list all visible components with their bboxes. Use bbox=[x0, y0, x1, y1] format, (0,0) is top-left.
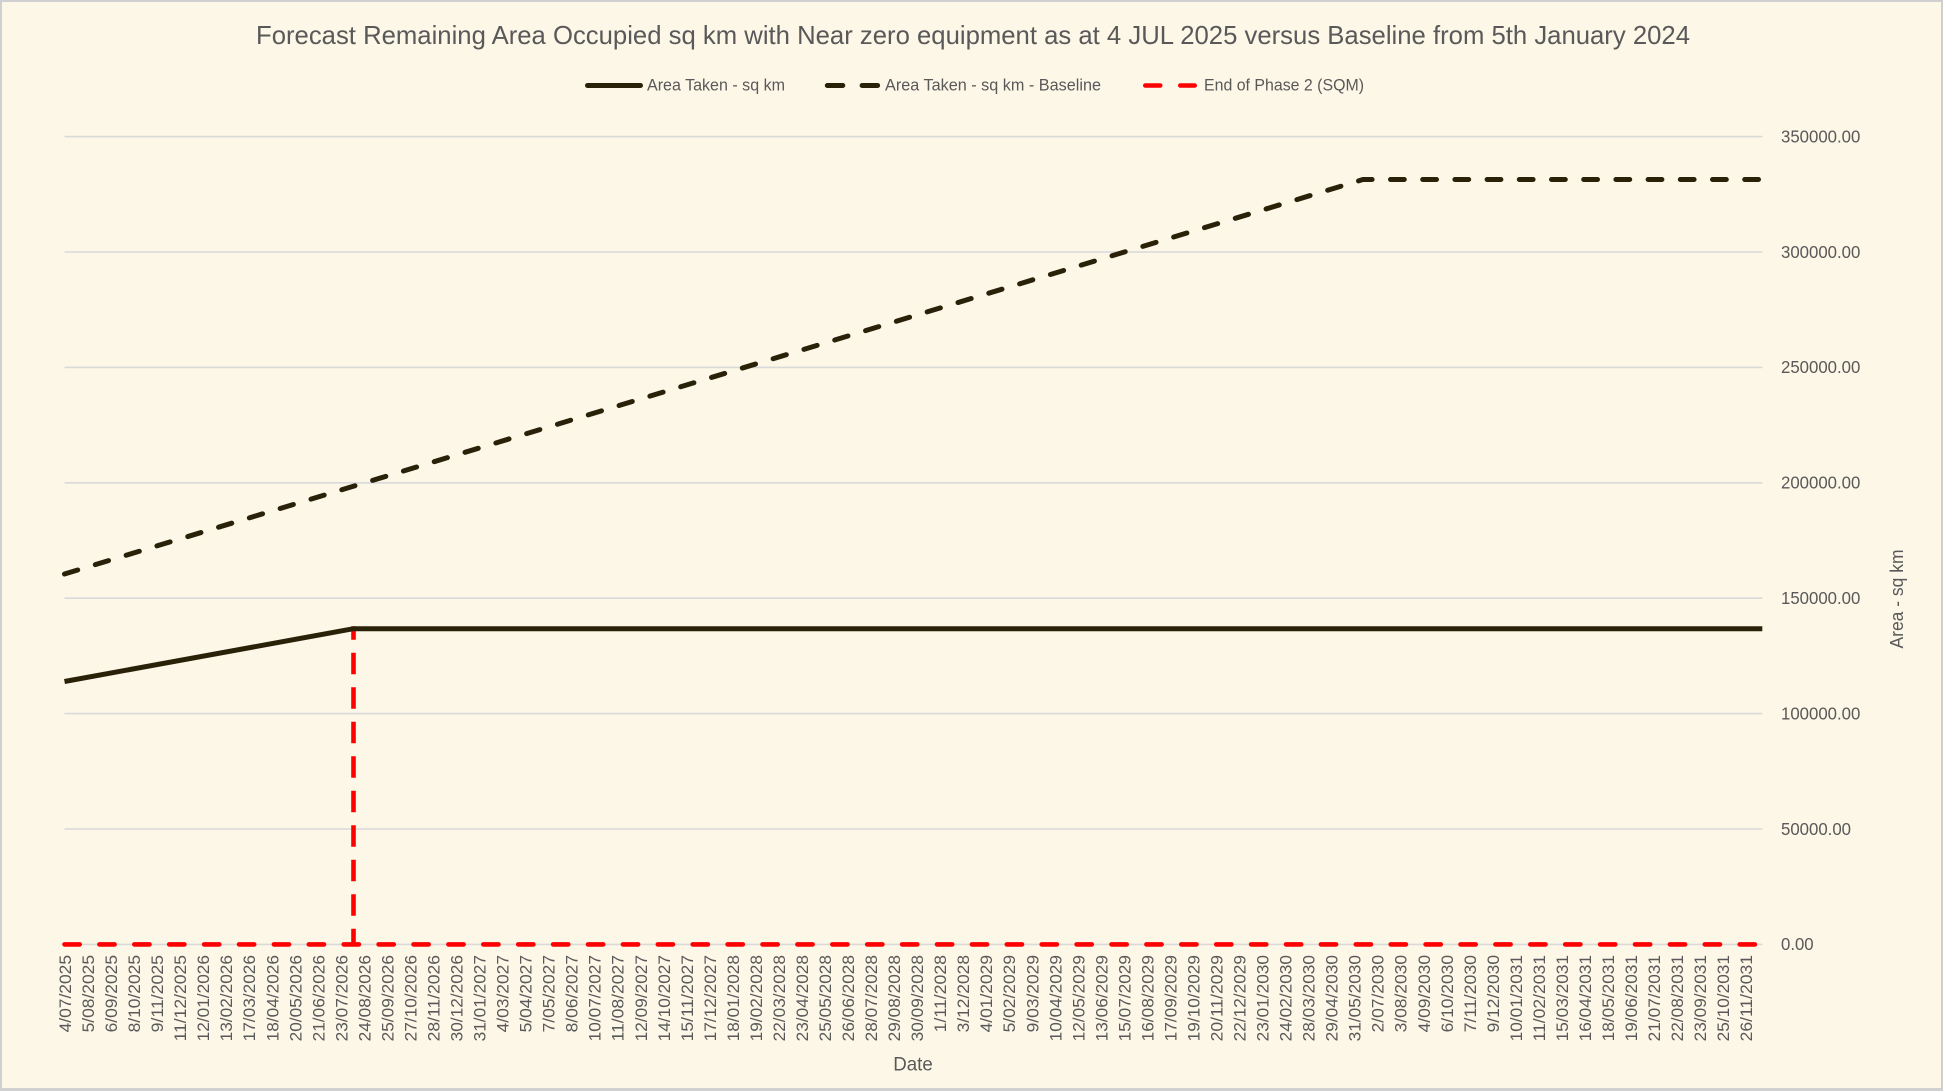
svg-text:13/02/2026: 13/02/2026 bbox=[217, 955, 236, 1041]
svg-text:28/03/2030: 28/03/2030 bbox=[1300, 955, 1319, 1041]
svg-text:14/10/2027: 14/10/2027 bbox=[655, 955, 674, 1041]
svg-text:8/10/2025: 8/10/2025 bbox=[125, 955, 144, 1032]
svg-text:22/03/2028: 22/03/2028 bbox=[770, 955, 789, 1041]
svg-text:23/01/2030: 23/01/2030 bbox=[1254, 955, 1273, 1041]
svg-text:25/10/2031: 25/10/2031 bbox=[1714, 955, 1733, 1041]
svg-text:200000.00: 200000.00 bbox=[1781, 473, 1861, 493]
svg-text:8/06/2027: 8/06/2027 bbox=[563, 955, 582, 1032]
svg-text:0.00: 0.00 bbox=[1781, 934, 1814, 954]
svg-text:27/10/2026: 27/10/2026 bbox=[402, 955, 421, 1041]
svg-text:26/06/2028: 26/06/2028 bbox=[839, 955, 858, 1041]
svg-text:3/08/2030: 3/08/2030 bbox=[1392, 955, 1411, 1032]
svg-text:9/12/2030: 9/12/2030 bbox=[1484, 955, 1503, 1032]
svg-text:12/01/2026: 12/01/2026 bbox=[194, 955, 213, 1041]
svg-text:19/06/2031: 19/06/2031 bbox=[1622, 955, 1641, 1041]
svg-text:25/05/2028: 25/05/2028 bbox=[816, 955, 835, 1041]
svg-text:30/12/2026: 30/12/2026 bbox=[448, 955, 467, 1041]
svg-text:9/03/2029: 9/03/2029 bbox=[1023, 955, 1042, 1032]
svg-text:Date: Date bbox=[893, 1053, 933, 1075]
svg-text:19/02/2028: 19/02/2028 bbox=[747, 955, 766, 1041]
svg-text:150000.00: 150000.00 bbox=[1781, 588, 1861, 608]
svg-text:2/07/2030: 2/07/2030 bbox=[1369, 955, 1388, 1032]
svg-text:4/09/2030: 4/09/2030 bbox=[1415, 955, 1434, 1032]
svg-text:Area Taken - sq km: Area Taken - sq km bbox=[647, 77, 785, 95]
svg-text:End of Phase 2 (SQM): End of Phase 2 (SQM) bbox=[1204, 77, 1364, 95]
svg-text:31/01/2027: 31/01/2027 bbox=[471, 955, 490, 1041]
svg-text:4/07/2025: 4/07/2025 bbox=[56, 955, 75, 1032]
svg-text:18/04/2026: 18/04/2026 bbox=[263, 955, 282, 1041]
svg-text:11/02/2031: 11/02/2031 bbox=[1530, 955, 1549, 1041]
svg-text:16/04/2031: 16/04/2031 bbox=[1576, 955, 1595, 1041]
svg-text:15/03/2031: 15/03/2031 bbox=[1553, 955, 1572, 1041]
svg-text:5/04/2027: 5/04/2027 bbox=[517, 955, 536, 1032]
svg-text:Forecast Remaining Area Occupi: Forecast Remaining Area Occupied sq km w… bbox=[256, 20, 1690, 50]
svg-text:12/09/2027: 12/09/2027 bbox=[632, 955, 651, 1041]
svg-text:22/12/2029: 22/12/2029 bbox=[1231, 955, 1250, 1041]
svg-text:17/03/2026: 17/03/2026 bbox=[240, 955, 259, 1041]
svg-text:30/09/2028: 30/09/2028 bbox=[908, 955, 927, 1041]
svg-text:250000.00: 250000.00 bbox=[1781, 357, 1861, 377]
svg-text:9/11/2025: 9/11/2025 bbox=[148, 955, 167, 1032]
svg-text:19/10/2029: 19/10/2029 bbox=[1185, 955, 1204, 1041]
svg-text:3/12/2028: 3/12/2028 bbox=[954, 955, 973, 1032]
svg-text:13/06/2029: 13/06/2029 bbox=[1092, 955, 1111, 1041]
svg-text:15/11/2027: 15/11/2027 bbox=[678, 955, 697, 1041]
svg-text:11/08/2027: 11/08/2027 bbox=[609, 955, 628, 1041]
svg-text:7/05/2027: 7/05/2027 bbox=[540, 955, 559, 1032]
svg-text:5/02/2029: 5/02/2029 bbox=[1000, 955, 1019, 1032]
svg-text:50000.00: 50000.00 bbox=[1781, 819, 1851, 839]
svg-text:16/08/2029: 16/08/2029 bbox=[1138, 955, 1157, 1041]
svg-text:15/07/2029: 15/07/2029 bbox=[1115, 955, 1134, 1041]
svg-text:22/08/2031: 22/08/2031 bbox=[1668, 955, 1687, 1041]
svg-text:29/08/2028: 29/08/2028 bbox=[885, 955, 904, 1041]
svg-text:4/01/2029: 4/01/2029 bbox=[977, 955, 996, 1032]
svg-text:7/11/2030: 7/11/2030 bbox=[1461, 955, 1480, 1032]
svg-text:17/12/2027: 17/12/2027 bbox=[701, 955, 720, 1041]
svg-text:23/07/2026: 23/07/2026 bbox=[332, 955, 351, 1041]
svg-text:11/12/2025: 11/12/2025 bbox=[171, 955, 190, 1041]
svg-text:12/05/2029: 12/05/2029 bbox=[1069, 955, 1088, 1041]
svg-text:6/09/2025: 6/09/2025 bbox=[102, 955, 121, 1032]
svg-text:25/09/2026: 25/09/2026 bbox=[378, 955, 397, 1041]
svg-text:10/07/2027: 10/07/2027 bbox=[586, 955, 605, 1041]
svg-text:10/01/2031: 10/01/2031 bbox=[1507, 955, 1526, 1041]
svg-text:21/07/2031: 21/07/2031 bbox=[1645, 955, 1664, 1041]
svg-text:6/10/2030: 6/10/2030 bbox=[1438, 955, 1457, 1032]
svg-text:28/07/2028: 28/07/2028 bbox=[862, 955, 881, 1041]
svg-text:28/11/2026: 28/11/2026 bbox=[425, 955, 444, 1041]
svg-text:20/05/2026: 20/05/2026 bbox=[286, 955, 305, 1041]
svg-text:23/09/2031: 23/09/2031 bbox=[1691, 955, 1710, 1041]
svg-text:5/08/2025: 5/08/2025 bbox=[79, 955, 98, 1032]
svg-text:350000.00: 350000.00 bbox=[1781, 126, 1861, 146]
svg-text:29/04/2030: 29/04/2030 bbox=[1323, 955, 1342, 1041]
svg-text:24/08/2026: 24/08/2026 bbox=[355, 955, 374, 1041]
svg-text:17/09/2029: 17/09/2029 bbox=[1161, 955, 1180, 1041]
svg-text:18/05/2031: 18/05/2031 bbox=[1599, 955, 1618, 1041]
svg-text:20/11/2029: 20/11/2029 bbox=[1208, 955, 1227, 1041]
svg-text:31/05/2030: 31/05/2030 bbox=[1346, 955, 1365, 1041]
svg-text:4/03/2027: 4/03/2027 bbox=[494, 955, 513, 1032]
svg-text:1/11/2028: 1/11/2028 bbox=[931, 955, 950, 1032]
svg-text:Area - sq km: Area - sq km bbox=[1886, 550, 1907, 649]
svg-text:18/01/2028: 18/01/2028 bbox=[724, 955, 743, 1041]
svg-text:23/04/2028: 23/04/2028 bbox=[793, 955, 812, 1041]
svg-text:26/11/2031: 26/11/2031 bbox=[1737, 955, 1756, 1041]
svg-text:100000.00: 100000.00 bbox=[1781, 703, 1861, 723]
svg-text:10/04/2029: 10/04/2029 bbox=[1046, 955, 1065, 1041]
svg-text:Area Taken - sq km - Baseline: Area Taken - sq km - Baseline bbox=[885, 77, 1101, 95]
svg-text:300000.00: 300000.00 bbox=[1781, 242, 1861, 262]
svg-text:24/02/2030: 24/02/2030 bbox=[1277, 955, 1296, 1041]
svg-text:21/06/2026: 21/06/2026 bbox=[309, 955, 328, 1041]
